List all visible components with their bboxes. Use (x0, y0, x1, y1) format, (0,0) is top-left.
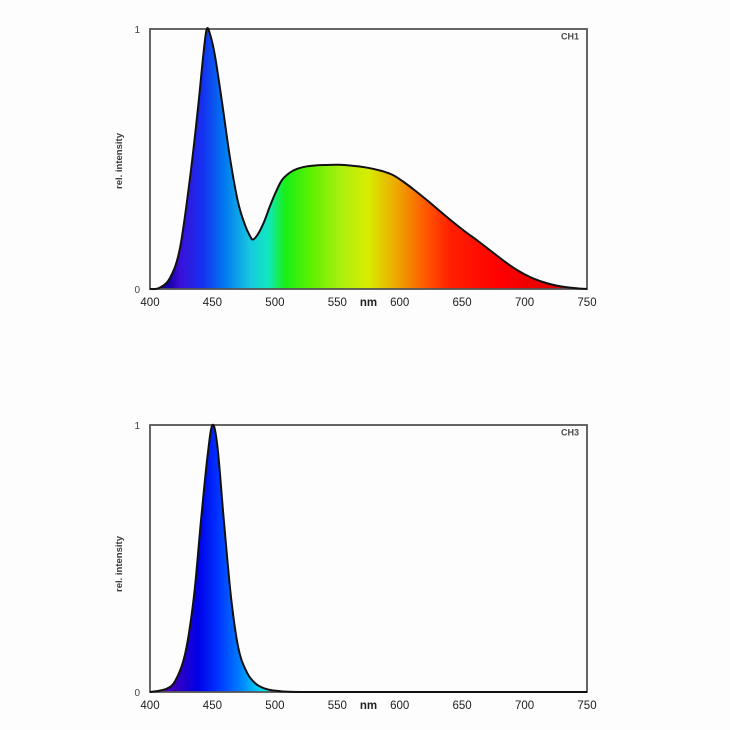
svg-text:nm: nm (360, 700, 377, 712)
svg-text:550: 550 (328, 297, 347, 309)
svg-text:750: 750 (577, 700, 596, 712)
svg-text:500: 500 (265, 297, 284, 309)
svg-text:0: 0 (134, 285, 140, 296)
svg-text:550: 550 (328, 700, 347, 712)
svg-text:CH3: CH3 (561, 428, 579, 438)
svg-text:1: 1 (134, 25, 140, 36)
svg-text:rel. intensity: rel. intensity (114, 132, 125, 189)
svg-text:700: 700 (515, 297, 534, 309)
svg-text:CH1: CH1 (561, 32, 579, 42)
svg-text:400: 400 (140, 700, 159, 712)
svg-text:500: 500 (265, 700, 284, 712)
svg-text:700: 700 (515, 700, 534, 712)
svg-text:450: 450 (203, 297, 222, 309)
svg-text:650: 650 (453, 700, 472, 712)
svg-text:1: 1 (134, 421, 140, 432)
svg-text:750: 750 (577, 297, 596, 309)
svg-text:0: 0 (134, 688, 140, 699)
svg-text:600: 600 (390, 700, 409, 712)
svg-text:450: 450 (203, 700, 222, 712)
svg-text:nm: nm (360, 297, 377, 309)
svg-text:600: 600 (390, 297, 409, 309)
svg-text:rel. intensity: rel. intensity (114, 535, 125, 592)
svg-text:650: 650 (453, 297, 472, 309)
svg-text:400: 400 (140, 297, 159, 309)
